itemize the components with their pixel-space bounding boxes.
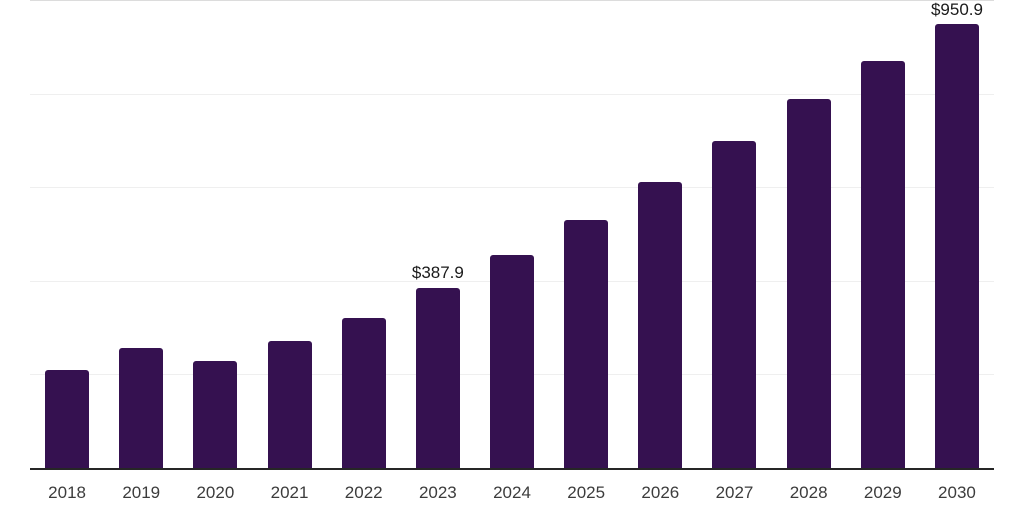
gridline-800 <box>30 93 994 95</box>
x-tick-label-2024: 2024 <box>493 483 531 502</box>
bar-2025[interactable] <box>564 220 609 469</box>
bar-slot-2028 <box>772 1 846 469</box>
plot-area: $387.9 $950.9 <box>30 0 994 470</box>
bar-2028[interactable] <box>786 98 831 469</box>
bar-slot-2023: $387.9 <box>401 1 475 469</box>
x-tick-label-2027: 2027 <box>715 483 754 502</box>
bar-2030[interactable] <box>934 24 979 469</box>
bar-2029[interactable] <box>860 61 905 469</box>
x-tick-label-2018: 2018 <box>48 483 86 502</box>
x-tick-label-2019: 2019 <box>122 483 161 502</box>
x-tick-label-2026: 2026 <box>641 483 680 502</box>
bar-2027[interactable] <box>712 141 757 469</box>
x-axis-line <box>30 468 994 470</box>
data-label-2030: $950.9 <box>930 0 983 19</box>
x-tick-label-2020: 2020 <box>196 483 235 502</box>
x-tick-label-2028: 2028 <box>789 483 828 502</box>
x-tick-label-2025: 2025 <box>567 483 606 502</box>
bar-slot-2019 <box>104 1 178 469</box>
x-tick-label-2023: 2023 <box>418 483 457 502</box>
gridline-1000 <box>30 0 994 1</box>
bars-row: $387.9 $950.9 <box>30 1 994 469</box>
bar-slot-2018 <box>30 1 104 469</box>
bar-2018[interactable] <box>45 369 90 469</box>
x-tick-label-2021: 2021 <box>270 483 309 502</box>
bar-slot-2021 <box>252 1 326 469</box>
bar-slot-2020 <box>178 1 252 469</box>
bar-2024[interactable] <box>490 254 535 469</box>
bar-2023[interactable] <box>415 287 460 469</box>
x-tick-label-2029: 2029 <box>863 483 902 502</box>
data-label-2023: $387.9 <box>411 263 464 283</box>
x-tick-label-2022: 2022 <box>344 483 383 502</box>
bar-slot-2022 <box>327 1 401 469</box>
bar-slot-2029 <box>846 1 920 469</box>
bar-slot-2026 <box>623 1 697 469</box>
x-axis-labels: 2018 2019 2020 2021 2022 2023 2024 2025 2026 2027… <box>30 470 994 501</box>
bar-2026[interactable] <box>638 182 683 469</box>
x-tick-label-2030: 2030 <box>938 483 976 502</box>
bar-slot-2025 <box>549 1 623 469</box>
bar-2021[interactable] <box>267 341 312 469</box>
bar-slot-2027 <box>697 1 771 469</box>
bar-slot-2030: $950.9 <box>920 1 994 469</box>
bar-2019[interactable] <box>119 347 164 469</box>
bar-slot-2024 <box>475 1 549 469</box>
gridline-600 <box>30 187 994 189</box>
bar-2022[interactable] <box>341 317 386 469</box>
bar-2020[interactable] <box>193 360 238 469</box>
